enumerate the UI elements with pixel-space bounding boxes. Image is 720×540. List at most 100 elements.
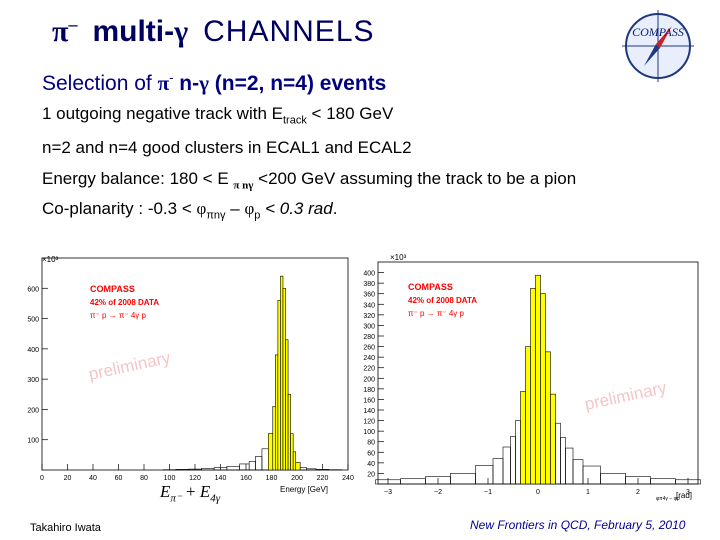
title-minus: – bbox=[68, 14, 78, 34]
plot2-ytick-label: 400 bbox=[363, 271, 375, 278]
plot1-xtick-label: 200 bbox=[291, 475, 303, 482]
formula-plus: + bbox=[181, 482, 200, 501]
line1-sub: track bbox=[282, 114, 307, 127]
plot1-xtick-label: 40 bbox=[89, 475, 97, 482]
plot1-ytick-label: 600 bbox=[27, 286, 39, 293]
plot1-bars bbox=[162, 275, 342, 471]
plot1-xtick-label: 80 bbox=[140, 475, 148, 482]
plot2-ytick-label: 220 bbox=[363, 366, 375, 373]
plot1-legend-reaction: π⁻ p → π⁻ 4γ p bbox=[90, 311, 146, 320]
plot1-bar bbox=[226, 466, 240, 471]
line4-phi1: φ bbox=[196, 199, 207, 218]
plot1-ytick-label: 100 bbox=[27, 438, 39, 445]
plot2-xtick-label: 1 bbox=[586, 489, 590, 496]
coplanarity-histogram: 2040608010012014016018020022024026028030… bbox=[360, 248, 705, 506]
plot2-bar bbox=[550, 393, 556, 485]
plot2-bar bbox=[525, 346, 531, 485]
subtitle-gamma: γ bbox=[199, 71, 209, 95]
formula-e1: E bbox=[160, 482, 171, 501]
plot2-bar bbox=[530, 288, 536, 485]
plot2-ytick-label: 20 bbox=[367, 471, 375, 478]
formula-e2: E bbox=[199, 482, 211, 501]
criterion-energy: Energy balance: 180 < E π nγ <200 GeV as… bbox=[42, 169, 576, 191]
plot2-bar bbox=[535, 274, 541, 485]
line3-sub: π nγ bbox=[233, 179, 254, 192]
plot2-bar bbox=[675, 479, 701, 485]
plot1-ytick-label: 200 bbox=[27, 407, 39, 414]
subtitle: Selection of π- n-γ (n=2, n=4) events bbox=[42, 70, 386, 96]
plot2-ytick-label: 100 bbox=[363, 429, 375, 436]
subtitle-pre: Selection of bbox=[42, 72, 158, 95]
line3-post: <200 GeV assuming the track to be a pion bbox=[253, 169, 577, 188]
criterion-clusters: n=2 and n=4 good clusters in ECAL1 and E… bbox=[42, 138, 412, 157]
plot2-bar bbox=[650, 478, 676, 485]
plot1-bar bbox=[272, 406, 276, 471]
plot1-ytick-label: 500 bbox=[27, 317, 39, 324]
plot1-bar bbox=[282, 287, 286, 471]
plot1-bar bbox=[280, 275, 284, 471]
plot2-ytick-label: 80 bbox=[367, 440, 375, 447]
plot2-legend-data: 42% of 2008 DATA bbox=[408, 296, 477, 305]
compass-logo: COMPASS bbox=[622, 10, 694, 82]
plot1-bar bbox=[255, 456, 263, 471]
plot2-ytick-label: 240 bbox=[363, 355, 375, 362]
plot2-bar bbox=[502, 446, 511, 485]
subtitle-post: (n=2, n=4) events bbox=[208, 72, 387, 95]
plot1-exponent: ×10³ bbox=[42, 255, 59, 264]
line4-sub2: p bbox=[254, 209, 261, 222]
title-pi: π bbox=[52, 15, 69, 48]
plot1-bar bbox=[306, 468, 317, 471]
line1-post: < 180 GeV bbox=[306, 104, 394, 123]
plot2-ytick-label: 40 bbox=[367, 461, 375, 468]
plot2-ytick-label: 160 bbox=[363, 397, 375, 404]
plot1-frame bbox=[41, 257, 349, 471]
plot2-ytick-label: 320 bbox=[363, 313, 375, 320]
energy-formula: Eπ⁻ + E4γ bbox=[160, 482, 220, 504]
plot2-ytick-label: 300 bbox=[363, 323, 375, 330]
plot2-xtick-label: −3 bbox=[384, 489, 392, 496]
plot2-bar bbox=[555, 422, 561, 485]
plot2-bar bbox=[545, 351, 551, 485]
plot2-xtick-label: 0 bbox=[536, 489, 540, 496]
plot2-ytick-label: 380 bbox=[363, 281, 375, 288]
plot1-xtick-label: 180 bbox=[266, 475, 278, 482]
plot2-ytick-label: 260 bbox=[363, 345, 375, 352]
plot2-bar bbox=[600, 473, 626, 485]
plot1-xtick-label: 160 bbox=[240, 475, 252, 482]
plot2-ytick-label: 200 bbox=[363, 376, 375, 383]
plot1-bar bbox=[287, 393, 291, 471]
energy-histogram: 100 200 300 400 500 600 0 20 40 60 80 100 120 140 160 1… bbox=[10, 248, 355, 506]
plot2-axes: 2040608010012014016018020022024026028030… bbox=[363, 261, 699, 496]
plot2-xtick-label: −2 bbox=[434, 489, 442, 496]
plot1-bar bbox=[290, 433, 294, 471]
plot1-xtick-label: 60 bbox=[115, 475, 123, 482]
plot1-bar bbox=[277, 300, 281, 471]
author-name: Takahiro Iwata bbox=[30, 522, 101, 534]
plot2-xtick-label: 3 bbox=[686, 489, 690, 496]
subtitle-mid: n- bbox=[173, 72, 200, 95]
plot2-ytick-label: 280 bbox=[363, 334, 375, 341]
line4-dot: . bbox=[332, 199, 338, 218]
line4-mid: – bbox=[225, 199, 245, 218]
plot1-bar bbox=[201, 468, 215, 471]
line4-text: Co-planarity : -0.3 < bbox=[42, 199, 197, 218]
plot2-ytick-label: 360 bbox=[363, 292, 375, 299]
footer-text: New Frontiers in QCD, February 5, 2010 bbox=[470, 518, 686, 532]
plot2-xlabel-small: φπ4γ − φp bbox=[656, 496, 680, 502]
plot2-bar bbox=[520, 391, 526, 485]
plot1-bar bbox=[239, 463, 250, 471]
plot1-xtick-label: 140 bbox=[215, 475, 227, 482]
plot1-axes: 100 200 300 400 500 600 0 20 40 60 80 100 120 140 160 1… bbox=[27, 257, 354, 482]
plot2-bar bbox=[515, 420, 521, 485]
plot1-xtick-label: 20 bbox=[64, 475, 72, 482]
logo-text: COMPASS bbox=[632, 25, 684, 39]
plot2-bar bbox=[582, 465, 601, 485]
plot1-ytick-label: 300 bbox=[27, 377, 39, 384]
plot2-ytick-label: 60 bbox=[367, 450, 375, 457]
subtitle-pi: π bbox=[157, 71, 170, 95]
plot2-bar bbox=[400, 478, 426, 485]
plot2-ytick-label: 180 bbox=[363, 387, 375, 394]
plot2-bar bbox=[565, 447, 574, 485]
plot1-bar bbox=[261, 448, 269, 471]
plot1-bar bbox=[275, 354, 279, 471]
